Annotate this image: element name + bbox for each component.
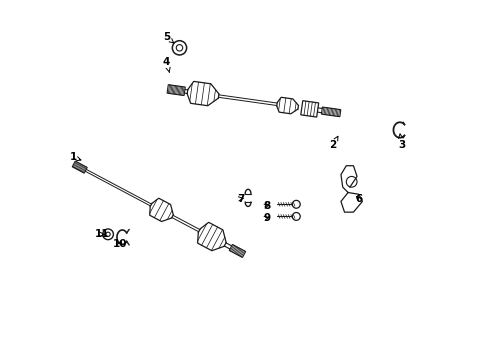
- Text: 7: 7: [237, 194, 244, 203]
- Text: 9: 9: [263, 213, 270, 223]
- Text: 10: 10: [113, 239, 127, 249]
- Text: 3: 3: [397, 134, 405, 150]
- Text: 2: 2: [329, 136, 337, 150]
- Text: 8: 8: [263, 201, 270, 211]
- Text: 4: 4: [163, 57, 170, 73]
- Text: 6: 6: [354, 194, 362, 203]
- Text: 11: 11: [95, 229, 109, 239]
- Text: 1: 1: [69, 153, 81, 162]
- Text: 5: 5: [163, 32, 173, 43]
